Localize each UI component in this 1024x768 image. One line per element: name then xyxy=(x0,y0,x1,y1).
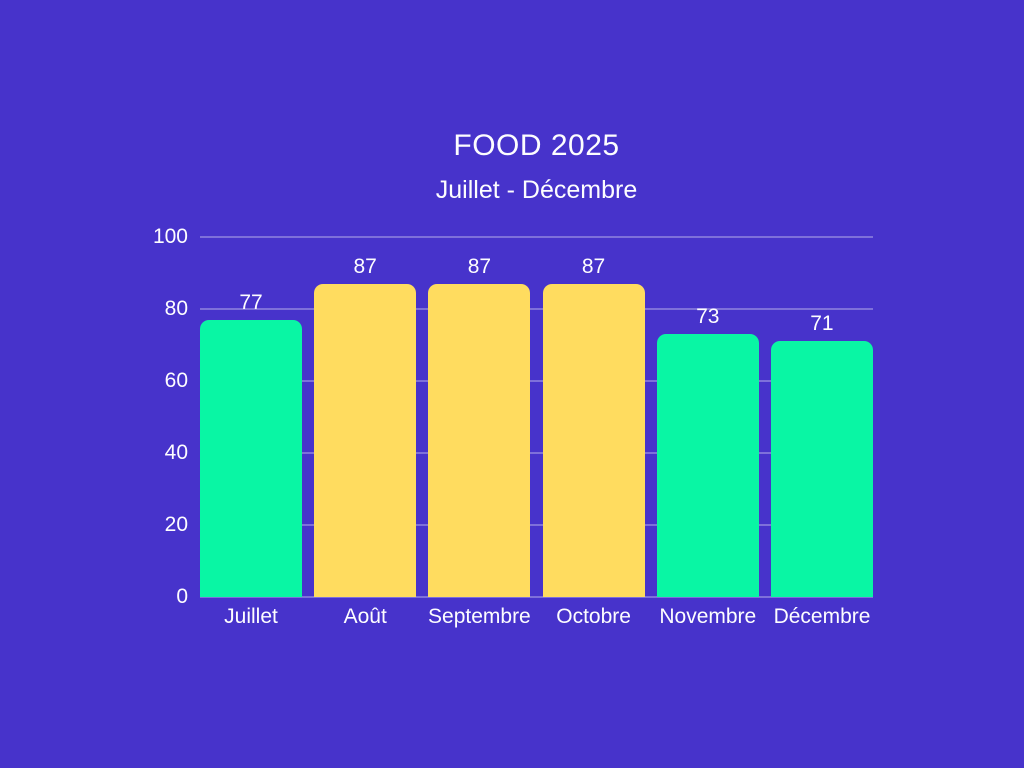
bar-value-label: 87 xyxy=(467,254,492,278)
bar-value-label: 73 xyxy=(696,305,720,329)
y-tick-label-60: 60 xyxy=(164,369,188,392)
x-tick-label-juillet: Juillet xyxy=(224,605,278,628)
bar-novembre: 73 xyxy=(656,305,759,597)
x-tick-label-septembre: Septembre xyxy=(428,605,531,628)
bar-septembre: 87 xyxy=(428,255,531,597)
gridline-60 xyxy=(200,380,873,382)
x-tick-label-novembre: Novembre xyxy=(659,605,757,628)
bar-value-label: 87 xyxy=(353,254,377,278)
bar-décembre: 71 xyxy=(770,312,873,597)
bar-octobre: 87 xyxy=(542,255,645,597)
bar-juillet: 77 xyxy=(200,291,302,597)
x-tick-label-août: Août xyxy=(343,605,387,628)
y-tick-label-80: 80 xyxy=(164,297,188,320)
y-tick-label-100: 100 xyxy=(152,225,188,248)
gridline-40 xyxy=(200,452,873,454)
y-tick-label-0: 0 xyxy=(176,585,188,608)
gridline-20 xyxy=(200,524,873,526)
bar-value-label: 71 xyxy=(810,312,834,336)
chart-subtitle: Juillet - Décembre xyxy=(435,176,638,204)
bars-layer: 77 87 87 87 73 71 xyxy=(200,237,873,597)
x-tick-label-octobre: Octobre xyxy=(556,605,631,628)
bar-value-label: 77 xyxy=(239,290,263,314)
y-tick-label-20: 20 xyxy=(164,513,188,536)
chart-title: FOOD 2025 xyxy=(453,129,620,162)
bar-août: 87 xyxy=(314,255,417,597)
gridline-80 xyxy=(200,308,873,310)
gridline-100 xyxy=(200,236,873,238)
x-tick-label-décembre: Décembre xyxy=(773,605,871,628)
y-tick-label-40: 40 xyxy=(164,441,188,464)
bar-value-label: 87 xyxy=(581,254,606,278)
plot-area: 77 87 87 87 73 71 0 20 40 60 80 100 Juillet Août Sep… xyxy=(153,225,873,628)
gridline-0 xyxy=(200,596,873,598)
